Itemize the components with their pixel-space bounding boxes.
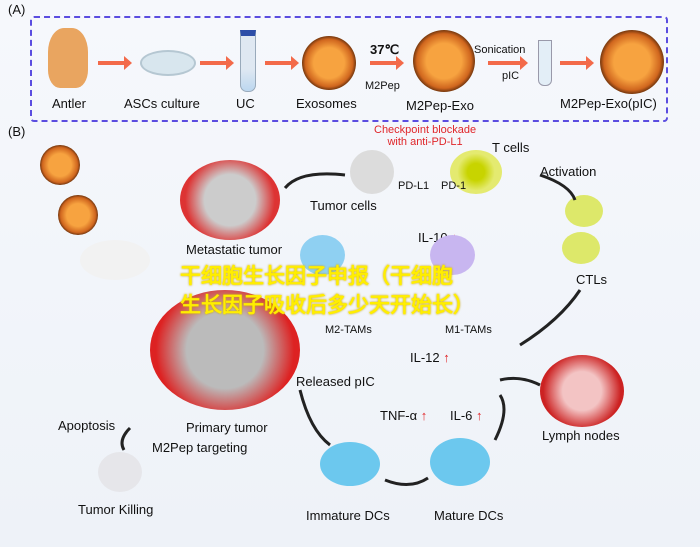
arrow-path xyxy=(493,394,506,441)
overlay-line-1: 干细胞生长因子申报（干细胞 xyxy=(180,265,453,288)
lymph-nodes-label: Lymph nodes xyxy=(542,428,620,443)
arrow-path xyxy=(519,289,582,347)
eppendorf-tube-icon xyxy=(538,40,552,86)
petri-dish-icon xyxy=(140,50,196,76)
antler-deer-icon xyxy=(48,28,88,88)
primary-tumor-icon xyxy=(150,290,300,410)
exosome-icon xyxy=(302,36,356,90)
il6-text: IL-6 xyxy=(450,408,473,423)
overlay-line-2: 生长因子吸收后多少天开始长） xyxy=(180,294,474,317)
il6-label: IL-6 ↑ xyxy=(450,408,483,423)
m2-macrophage-icon xyxy=(300,235,345,275)
mature-dc-icon xyxy=(430,438,490,486)
panel-a-label: (A) xyxy=(8,2,26,17)
arrow-path xyxy=(499,376,541,387)
arrow-path xyxy=(384,476,429,486)
nanoparticle-icon xyxy=(58,195,98,235)
ctl-icon xyxy=(565,195,603,227)
arrow xyxy=(265,56,299,70)
step-uc: UC xyxy=(236,96,255,111)
tumor-killing-label: Tumor Killing xyxy=(78,502,154,517)
m1-macrophage-icon xyxy=(430,235,475,275)
temperature-label: 37℃ xyxy=(370,42,400,57)
pd-l1-label: PD-L1 xyxy=(398,180,430,192)
m2pep-exo-icon xyxy=(413,30,475,92)
sonication-label: Sonication xyxy=(474,44,526,56)
tube-icon xyxy=(240,30,256,92)
m1-tams-label: M1-TAMs xyxy=(445,324,492,336)
il12-label: IL-12 ↑ xyxy=(410,350,450,365)
panel-a-box xyxy=(30,16,668,122)
pd-1-label: PD-1 xyxy=(441,180,467,192)
arrow xyxy=(98,56,132,70)
activation-label: Activation xyxy=(540,164,597,179)
arrow-path xyxy=(120,426,132,451)
overlay-text: 干细胞生长因子申报（干细胞 生长因子吸收后多少天开始长） xyxy=(180,262,525,320)
checkpoint-blockade-label: Checkpoint blockade with anti-PD-L1 xyxy=(374,124,477,148)
step-ascs-culture: ASCs culture xyxy=(124,96,200,111)
step-exosomes: Exosomes xyxy=(296,96,357,111)
arrow xyxy=(488,56,528,70)
apoptosis-label: Apoptosis xyxy=(58,418,116,433)
ctls-label: CTLs xyxy=(576,272,608,287)
t-cells-label: T cells xyxy=(492,140,530,155)
immature-dcs-label: Immature DCs xyxy=(306,508,390,523)
step-antler: Antler xyxy=(52,96,86,111)
mouse-icon xyxy=(80,240,150,280)
up-arrow-icon: ↑ xyxy=(420,408,428,423)
ctl-icon xyxy=(562,232,600,264)
metastatic-tumor-label: Metastatic tumor xyxy=(186,242,283,257)
tumor-cells-label: Tumor cells xyxy=(310,198,377,213)
arrow-path xyxy=(283,172,346,190)
m2pep-exo-pic-icon xyxy=(600,30,664,94)
released-pic-label: Released pIC xyxy=(296,374,375,389)
m2-tams-label: M2-TAMs xyxy=(325,324,372,336)
panel-b-label: (B) xyxy=(8,124,26,139)
step-m2pep-exo: M2Pep-Exo xyxy=(406,98,474,113)
t-cell-icon xyxy=(450,150,502,194)
arrow xyxy=(200,56,234,70)
mature-dcs-label: Mature DCs xyxy=(434,508,504,523)
il12-text: IL-12 xyxy=(410,350,440,365)
tumor-cell-icon xyxy=(350,150,394,194)
lymph-node-icon xyxy=(540,355,624,427)
metastatic-tumor-icon xyxy=(180,160,280,240)
arrow-path xyxy=(298,389,331,447)
arrow xyxy=(560,56,594,70)
arrow-path xyxy=(539,173,577,201)
m2pep-label: M2Pep xyxy=(365,80,400,92)
pic-label: pIC xyxy=(502,70,520,82)
arrow xyxy=(370,56,404,70)
nanoparticle-icon xyxy=(40,145,80,185)
primary-tumor-label: Primary tumor xyxy=(186,420,268,435)
m2pep-targeting-label: M2Pep targeting xyxy=(152,440,248,455)
immature-dc-icon xyxy=(320,442,380,486)
dead-tumor-cell-icon xyxy=(98,452,142,492)
up-arrow-icon: ↑ xyxy=(443,350,450,365)
tnf-text: TNF-α xyxy=(380,408,418,423)
up-arrow-icon: ↑ xyxy=(476,408,483,423)
tnf-label: TNF-α ↑ xyxy=(380,408,427,423)
step-m2pep-exo-pic: M2Pep-Exo(pIC) xyxy=(560,96,657,111)
